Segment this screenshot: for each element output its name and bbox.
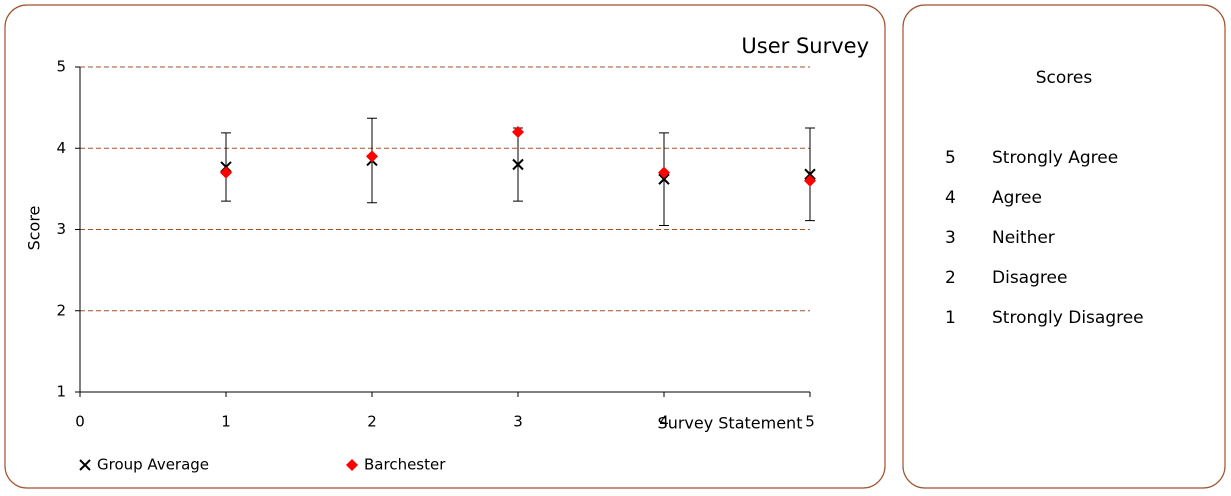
y-tick-label: 5	[56, 58, 66, 76]
diamond-marker	[346, 459, 358, 471]
diamond-marker	[512, 126, 524, 138]
diamond-marker	[658, 166, 670, 179]
x-tick-label: 2	[367, 413, 377, 431]
score-number: 5	[945, 148, 956, 168]
x-tick-label: 5	[805, 413, 815, 431]
diamond-marker	[366, 150, 378, 163]
y-tick-label: 2	[56, 301, 66, 319]
score-number: 2	[945, 268, 956, 288]
x-marker	[79, 459, 91, 471]
legend-label: Barchester	[364, 456, 446, 474]
x-tick-label: 0	[75, 413, 85, 431]
y-tick-label: 4	[56, 139, 66, 157]
y-tick-label: 3	[56, 220, 66, 238]
x-tick-label: 3	[513, 413, 523, 431]
x-tick-label: 1	[221, 413, 231, 431]
scores-panel	[902, 4, 1226, 489]
score-label: Strongly Disagree	[992, 308, 1144, 328]
score-number: 1	[945, 308, 956, 328]
scores-title: Scores	[1036, 68, 1093, 88]
x-marker	[658, 173, 670, 185]
score-number: 3	[945, 228, 956, 248]
score-label: Neither	[992, 228, 1055, 248]
y-tick-label: 1	[56, 383, 66, 401]
x-axis-label: Survey Statement	[658, 414, 803, 433]
legend-label: Group Average	[97, 456, 209, 474]
diamond-marker	[804, 174, 816, 187]
y-axis-label: Score	[25, 206, 44, 251]
score-label: Strongly Agree	[992, 148, 1118, 168]
score-label: Disagree	[992, 268, 1067, 288]
score-label: Agree	[992, 188, 1042, 208]
chart-title: User Survey	[741, 34, 869, 58]
x-marker	[512, 158, 524, 171]
chart-panel	[4, 4, 886, 489]
diamond-marker	[220, 166, 232, 179]
x-tick-label: 4	[659, 413, 669, 431]
x-marker	[804, 168, 816, 180]
score-number: 4	[945, 188, 956, 208]
